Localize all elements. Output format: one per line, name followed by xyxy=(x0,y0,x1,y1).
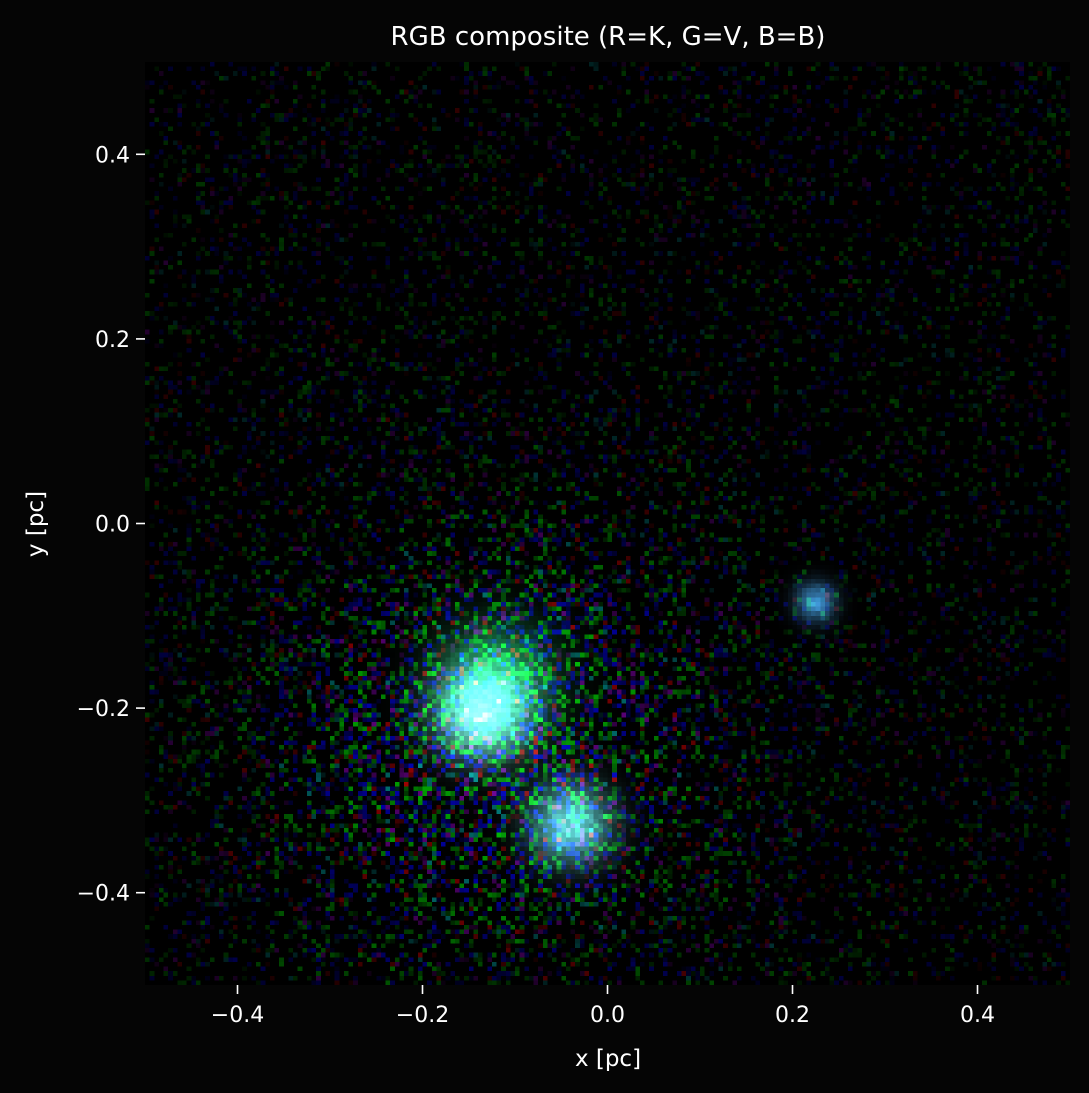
x-tick-label: −0.4 xyxy=(211,1003,264,1028)
y-tick-label: 0.2 xyxy=(95,328,130,353)
x-tick-label: 0.2 xyxy=(775,1003,810,1028)
y-tick-label: 0.4 xyxy=(95,143,130,168)
y-tick-label: −0.2 xyxy=(77,697,130,722)
composite-image-pixels xyxy=(145,62,1070,985)
y-tick-label: −0.4 xyxy=(77,882,130,907)
y-axis: −0.4 −0.2 0.0 0.2 0.4 xyxy=(77,143,145,907)
x-tick-label: 0.0 xyxy=(590,1003,625,1028)
x-axis: −0.4 −0.2 0.0 0.2 0.4 xyxy=(211,985,995,1028)
chart-title: RGB composite (R=K, G=V, B=B) xyxy=(391,22,826,52)
y-tick-label: 0.0 xyxy=(95,513,130,538)
x-tick-label: −0.2 xyxy=(396,1003,449,1028)
x-tick-label: 0.4 xyxy=(960,1003,995,1028)
y-axis-label: y [pc] xyxy=(23,491,49,557)
x-axis-label: x [pc] xyxy=(575,1046,641,1072)
composite-image xyxy=(145,62,1070,985)
